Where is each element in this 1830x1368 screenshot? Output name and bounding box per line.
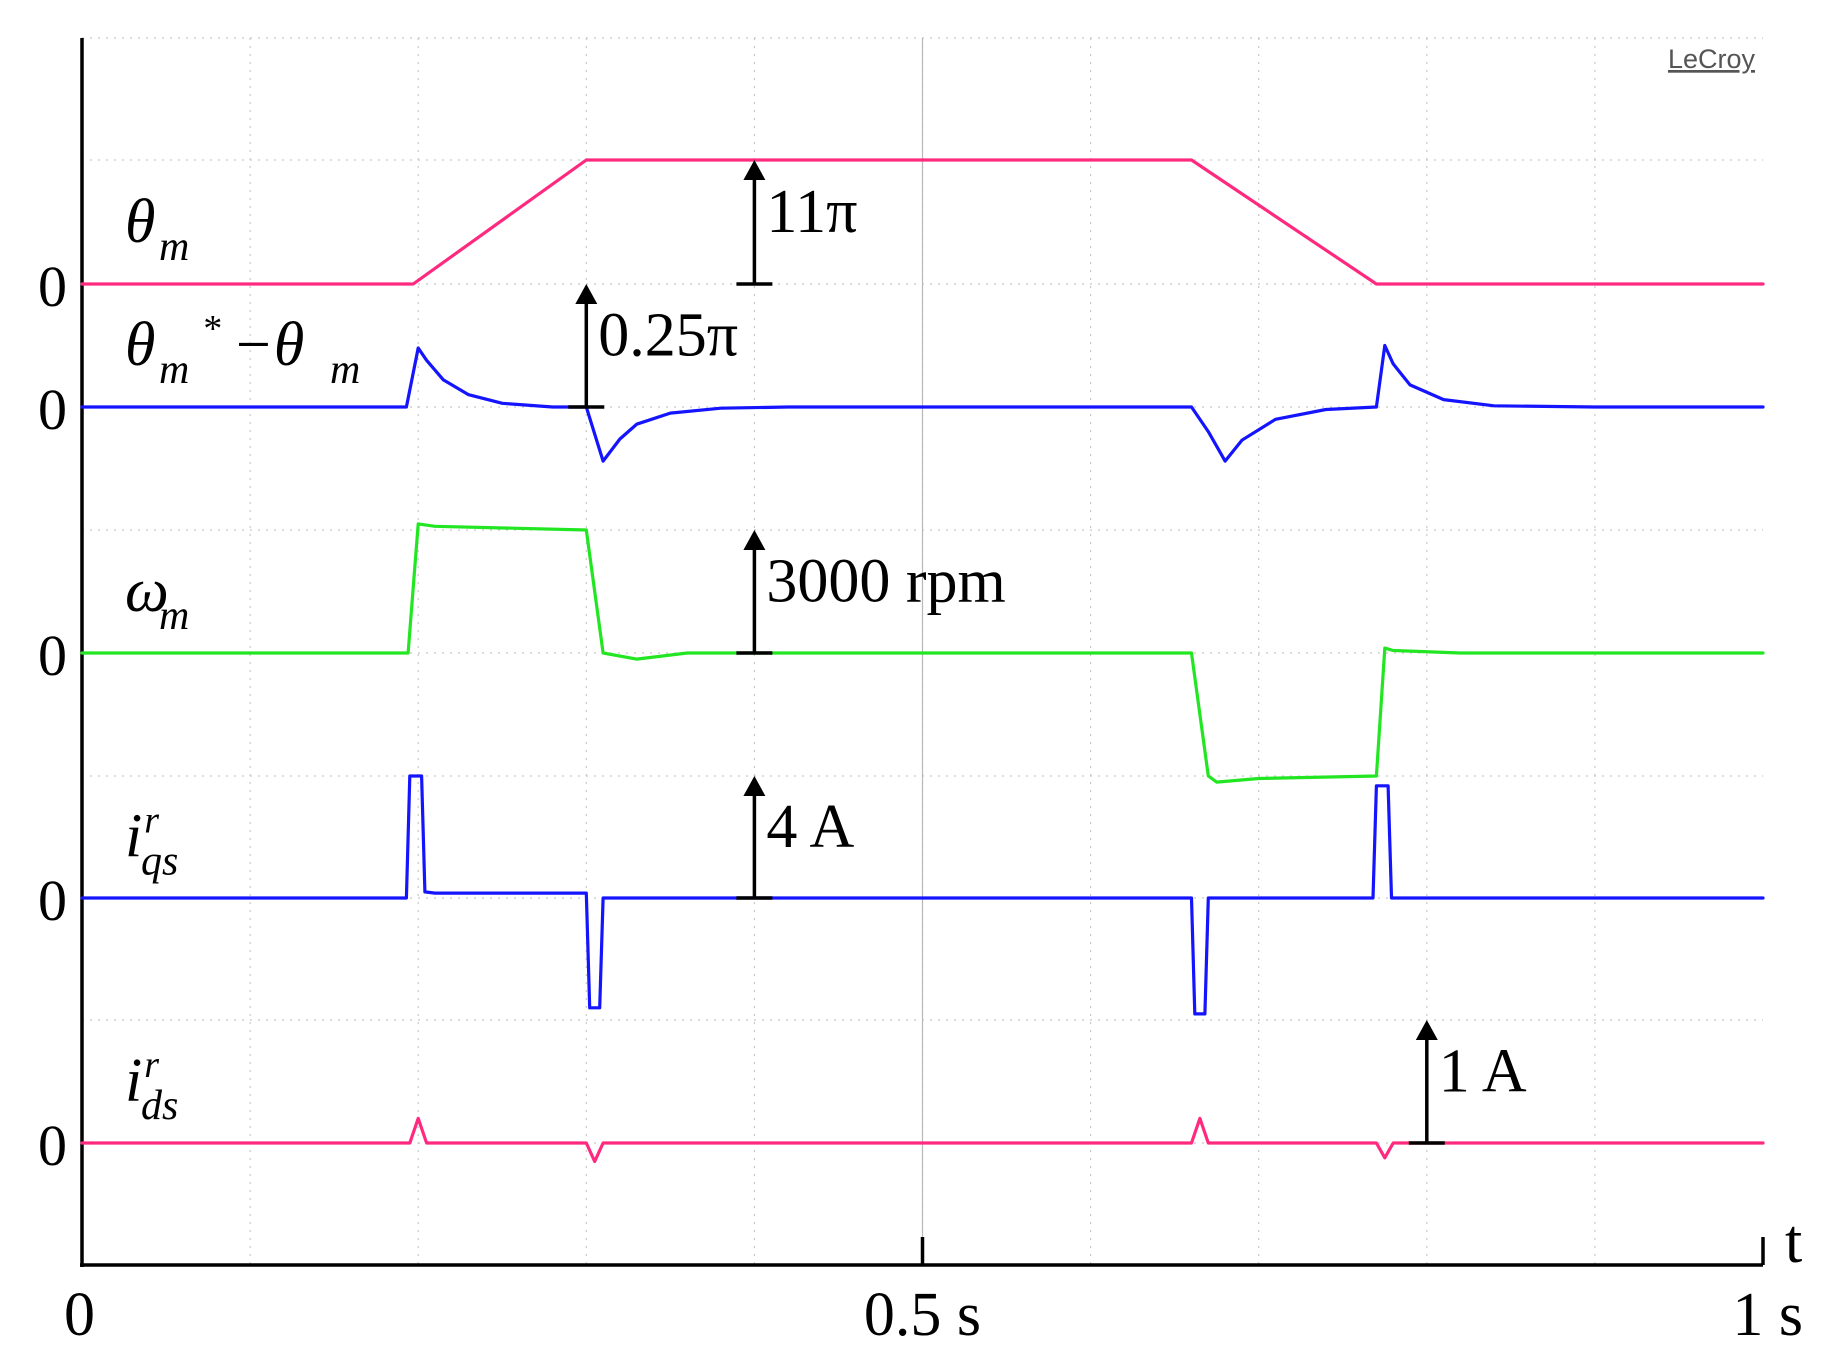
scale-marker-arrowhead: [575, 284, 598, 304]
trace-name-subscript: ds: [141, 1083, 178, 1129]
trace-name-theta: θ: [125, 188, 155, 256]
trace-name-superscript: r: [144, 1044, 159, 1086]
x-tick-label: 0.5 s: [864, 1281, 981, 1349]
x-axis-label: t: [1785, 1208, 1802, 1276]
trace-theta: [80, 158, 1765, 286]
trace-omega: [80, 522, 1765, 784]
scale-marker-arrowhead: [1415, 1020, 1438, 1040]
trace-name-subscript: m: [159, 593, 189, 639]
trace-name-subscript: m: [159, 347, 189, 393]
scale-marker-arrowhead: [743, 530, 766, 550]
zero-label-theta: 0: [38, 254, 67, 319]
x-tick-label: 0: [64, 1281, 95, 1349]
trace-name-ids: ir: [125, 1044, 159, 1115]
traces: [80, 158, 1765, 1164]
trace-name-superscript: *: [201, 308, 220, 350]
trace-pos_error: [80, 343, 1765, 463]
scale-label-pos_error: 0.25π: [598, 301, 738, 369]
zero-label-iqs: 0: [38, 868, 67, 933]
scale-label-iqs: 4 A: [766, 793, 854, 861]
x-tick-label: 1 s: [1732, 1281, 1803, 1349]
scale-marker-arrowhead: [743, 160, 766, 180]
trace-name-superscript: r: [144, 800, 159, 842]
trace-name-subscript: m: [159, 224, 189, 270]
trace-name-omega: ω: [125, 557, 169, 625]
zero-label-ids: 0: [38, 1113, 67, 1178]
zero-label-omega: 0: [38, 623, 67, 688]
scale-label-theta: 11π: [766, 178, 857, 246]
scale-label-omega: 3000 rpm: [766, 547, 1005, 615]
trace-name-subscript: qs: [141, 839, 178, 885]
scale-marker-arrowhead: [743, 776, 766, 796]
trace-name-rest: −θ: [232, 311, 304, 379]
trace-ids: [80, 1116, 1765, 1164]
scale-label-ids: 1 A: [1439, 1037, 1527, 1105]
zero-label-pos_error: 0: [38, 377, 67, 442]
trace-name-rest-subscript: m: [330, 347, 360, 393]
trace-iqs: [80, 774, 1765, 1016]
brand-label: LeCroy: [1668, 44, 1756, 74]
